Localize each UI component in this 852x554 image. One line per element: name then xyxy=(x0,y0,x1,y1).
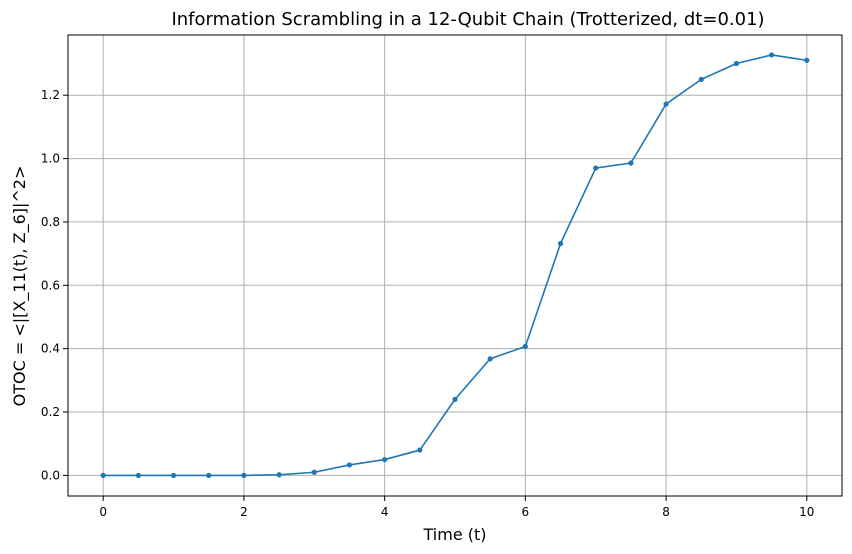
plot-area-frame xyxy=(67,34,843,497)
series-layer xyxy=(100,52,810,479)
data-point xyxy=(206,472,212,479)
grid-lines xyxy=(68,35,842,496)
data-point xyxy=(628,160,634,166)
y-tick-label: 0.6 xyxy=(41,278,60,292)
y-axis-label: OTOC = <|[X_11(t), Z_6]|^2> xyxy=(10,166,30,407)
data-point xyxy=(487,356,493,362)
y-tick-label: 1.0 xyxy=(41,152,60,166)
data-point xyxy=(135,472,141,479)
data-point xyxy=(733,60,740,67)
x-tick-label: 0 xyxy=(99,505,107,519)
x-tick-label: 4 xyxy=(381,505,389,519)
chart-title: Information Scrambling in a 12-Qubit Cha… xyxy=(171,9,764,30)
data-point xyxy=(170,472,177,479)
data-point xyxy=(769,52,775,58)
x-tick-label: 6 xyxy=(522,505,530,519)
data-point xyxy=(382,456,388,463)
x-tick-label: 8 xyxy=(662,505,670,519)
data-point xyxy=(522,343,528,350)
data-point xyxy=(804,57,810,63)
data-point xyxy=(100,472,106,479)
x-tick-label: 10 xyxy=(799,505,814,519)
data-point xyxy=(346,462,353,468)
data-point xyxy=(417,447,423,453)
y-tick-label: 0.0 xyxy=(41,468,60,482)
x-axis-label: Time (t) xyxy=(423,525,487,544)
y-tick-label: 0.4 xyxy=(41,342,60,356)
data-point xyxy=(593,165,599,171)
data-point xyxy=(311,469,317,475)
data-point xyxy=(557,240,564,247)
y-tick-label: 0.8 xyxy=(41,215,60,229)
y-tick-label: 0.2 xyxy=(41,405,60,419)
data-point xyxy=(276,472,282,478)
data-point xyxy=(663,101,669,107)
data-point xyxy=(241,472,247,479)
x-tick-label: 2 xyxy=(240,505,248,519)
data-point xyxy=(452,396,458,402)
data-point xyxy=(698,76,704,82)
y-tick-label: 1.2 xyxy=(41,88,60,102)
axis-ticks: 0 2 4 6 8 10 0.0 0.2 0.4 0.6 0.8 1.0 1.2 xyxy=(41,88,815,519)
